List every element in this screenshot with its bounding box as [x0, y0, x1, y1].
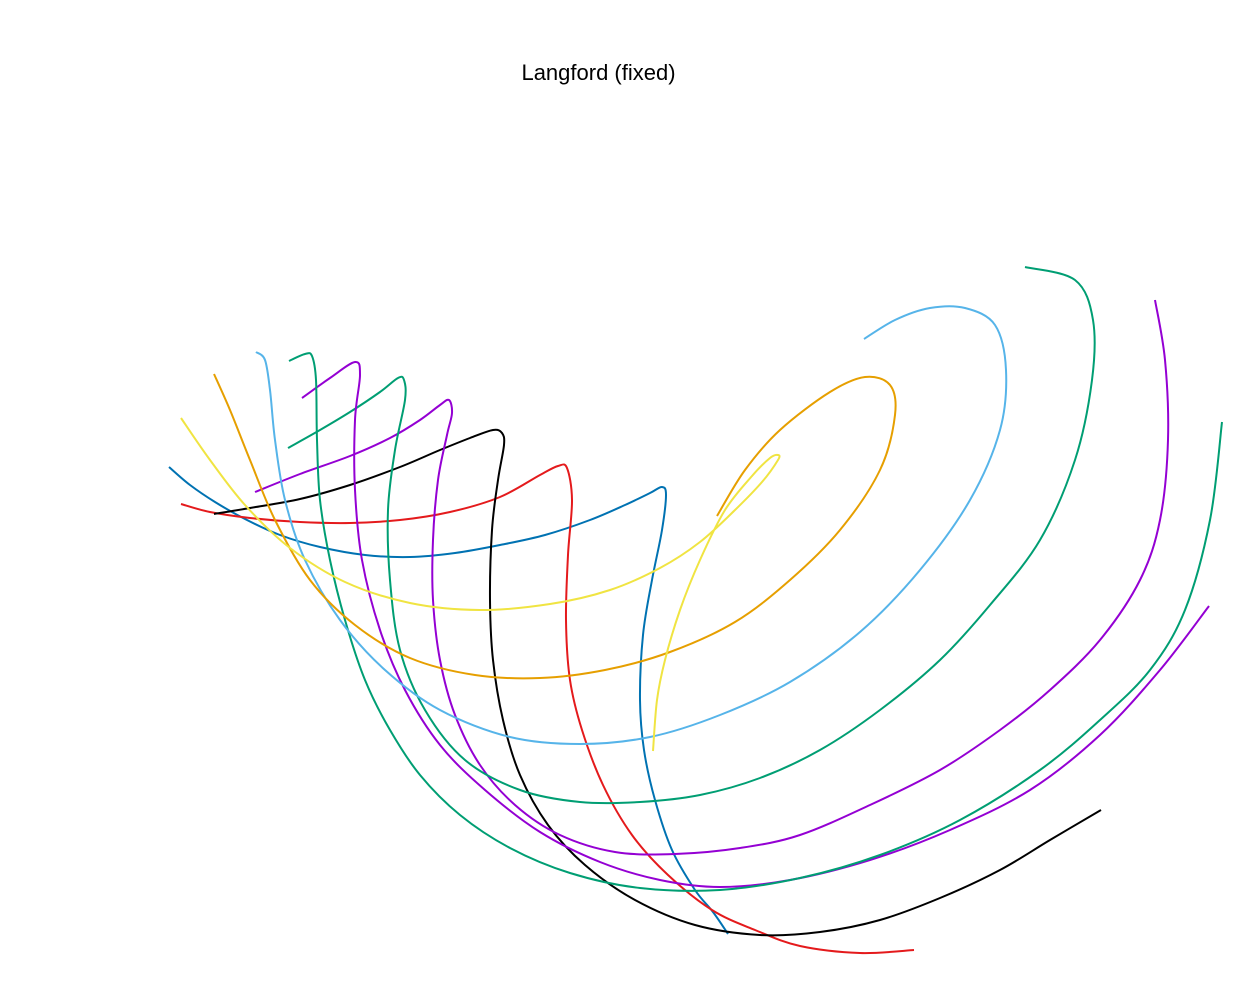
series-line-5 [288, 267, 1095, 803]
series-line-10 [181, 418, 780, 751]
series-line-2 [181, 464, 914, 953]
series-line-8 [256, 306, 1006, 744]
series-line-1 [169, 467, 728, 934]
series-line-3 [214, 430, 1101, 936]
series-line-6 [302, 362, 1209, 887]
